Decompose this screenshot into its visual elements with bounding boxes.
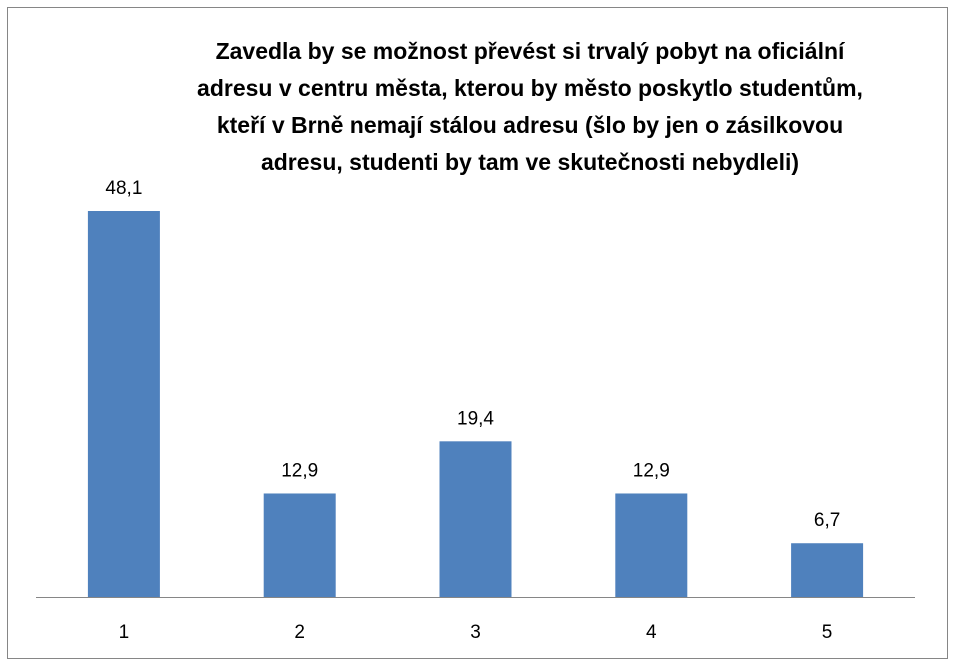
data-label: 48,1 [105,178,142,199]
data-label: 12,9 [633,460,670,481]
bar [615,493,688,597]
data-label: 19,4 [457,408,494,429]
data-label: 6,7 [814,510,840,531]
bar [87,211,160,597]
x-tick-label: 3 [470,622,481,643]
x-tick-label: 2 [294,622,305,643]
bar [439,441,512,597]
x-tick-label: 4 [646,622,657,643]
data-label: 12,9 [281,460,318,481]
x-tick-label: 5 [822,622,833,643]
bar [791,543,864,597]
bar [263,493,336,597]
x-tick-label: 1 [119,622,130,643]
chart-title: Zavedla by se možnost převést si trvalý … [197,38,863,175]
